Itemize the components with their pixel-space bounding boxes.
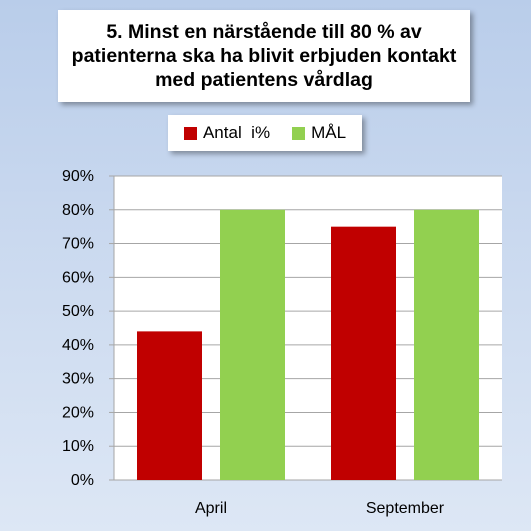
chart-title-line: med patientens vårdlag <box>155 69 373 91</box>
y-tick-label: 20% <box>62 404 94 421</box>
legend-swatch-antal <box>183 126 197 140</box>
y-tick-label: 10% <box>62 438 94 455</box>
y-tick-label: 40% <box>62 337 94 354</box>
bar-antal-september <box>331 226 396 480</box>
legend-label-mal: MÅL <box>311 123 347 142</box>
y-tick-label: 80% <box>62 202 94 219</box>
legend-item-antal: Antal i% <box>183 123 271 143</box>
y-tick-label: 90% <box>62 168 94 185</box>
legend-swatch-mal <box>292 126 306 140</box>
x-tick-label: September <box>366 500 445 517</box>
chart-title-line: patienterna ska ha blivit erbjuden konta… <box>71 45 457 67</box>
bar-mal-september <box>414 209 479 480</box>
bar-mal-april <box>220 209 285 480</box>
chart-title-box: 5. Minst en närstående till 80 % av pati… <box>58 10 470 102</box>
y-tick-label: 60% <box>62 269 94 286</box>
legend-label-antal: Antal i% <box>202 123 271 142</box>
y-tick-label: 30% <box>62 371 94 388</box>
chart-title-line: 5. Minst en närstående till 80 % av <box>106 21 422 43</box>
y-tick-label: 50% <box>62 303 94 320</box>
x-tick-label: April <box>195 500 227 517</box>
y-tick-label: 70% <box>62 236 94 253</box>
chart-title: 5. Minst en närstående till 80 % av pati… <box>72 20 457 92</box>
chart-legend: Antal i% MÅL <box>168 115 362 151</box>
bar-antal-april <box>137 331 202 480</box>
legend-item-mal: MÅL <box>292 123 346 143</box>
y-tick-label: 0% <box>71 472 94 489</box>
